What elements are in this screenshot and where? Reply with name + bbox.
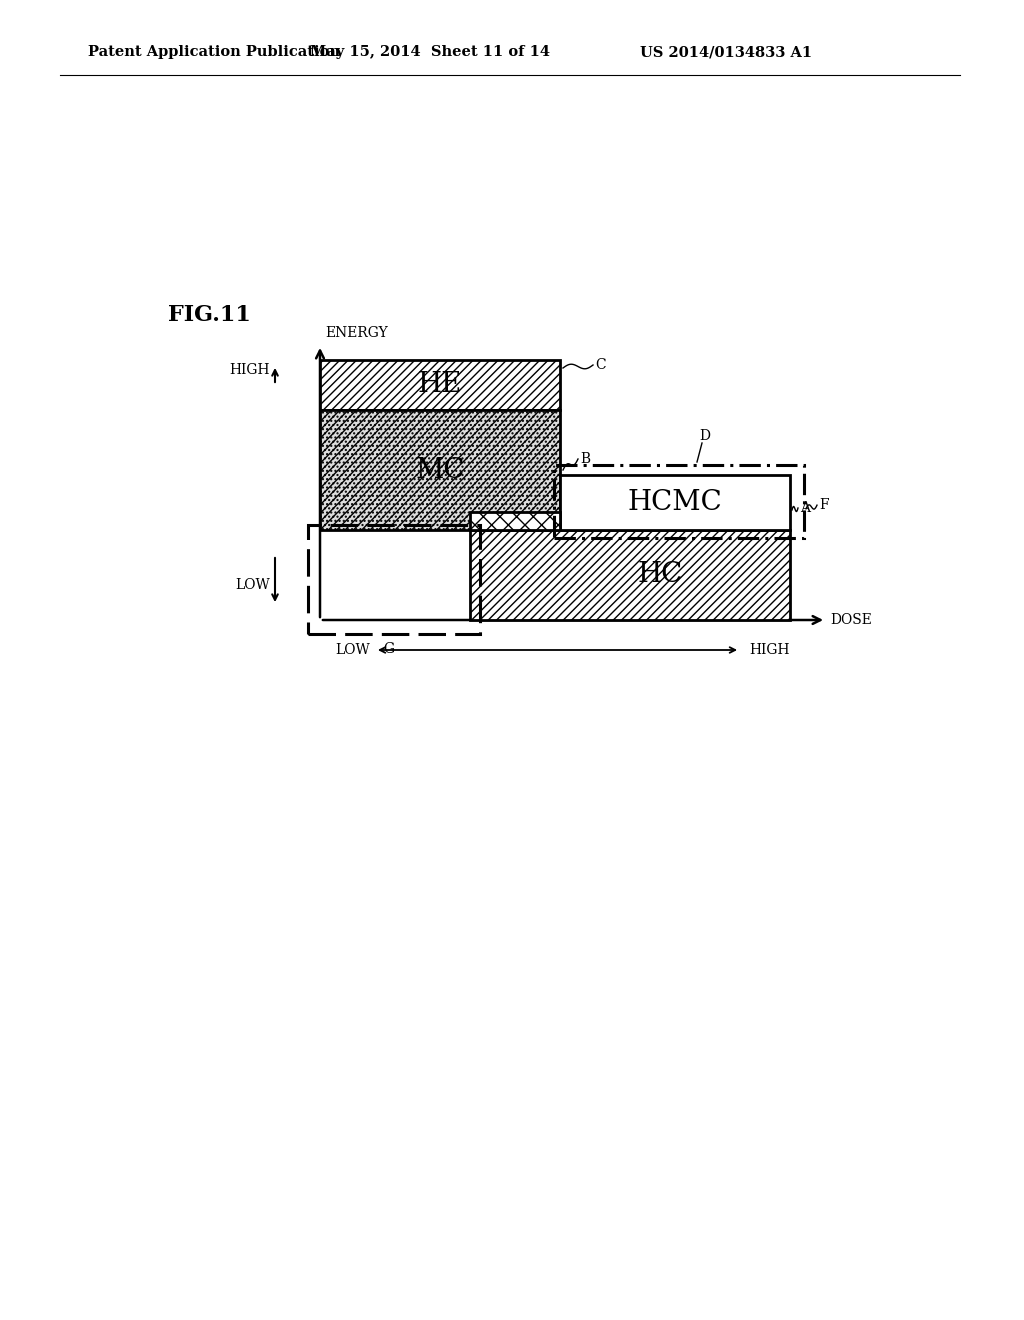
Text: HIGH: HIGH (229, 363, 270, 378)
Bar (319, 411, 560, 531)
Bar (470, 531, 790, 620)
Text: HE: HE (418, 371, 462, 399)
Text: C: C (595, 358, 605, 372)
Bar (308, 525, 480, 634)
Text: LOW: LOW (335, 643, 370, 657)
Bar (319, 360, 560, 411)
Text: DOSE: DOSE (830, 612, 871, 627)
Text: A: A (800, 502, 810, 515)
Bar (470, 512, 560, 531)
Bar (319, 411, 560, 531)
Text: B: B (580, 451, 590, 466)
Text: HCMC: HCMC (628, 488, 722, 516)
Text: US 2014/0134833 A1: US 2014/0134833 A1 (640, 45, 812, 59)
Text: MC: MC (416, 457, 465, 483)
Bar (560, 475, 790, 531)
Text: HIGH: HIGH (750, 643, 790, 657)
Text: FIG.11: FIG.11 (168, 304, 251, 326)
Text: May 15, 2014  Sheet 11 of 14: May 15, 2014 Sheet 11 of 14 (310, 45, 550, 59)
Bar (554, 465, 804, 539)
Text: ENERGY: ENERGY (325, 326, 388, 341)
Text: HC: HC (637, 561, 683, 589)
Text: Patent Application Publication: Patent Application Publication (88, 45, 340, 59)
Text: F: F (819, 498, 828, 512)
Text: D: D (699, 429, 711, 444)
Text: G: G (383, 642, 394, 656)
Text: LOW: LOW (236, 578, 270, 591)
